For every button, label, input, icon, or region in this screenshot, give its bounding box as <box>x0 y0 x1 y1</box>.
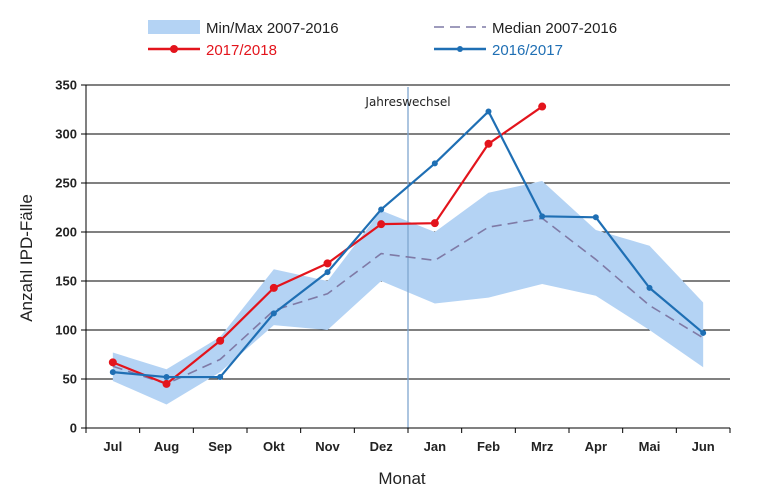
x-tick-label: Jan <box>424 439 446 454</box>
point-2017-2018 <box>377 220 386 229</box>
point-2017-2018 <box>269 283 278 292</box>
x-tick-label: Sep <box>208 439 232 454</box>
x-tick-label: Aug <box>154 439 179 454</box>
x-tick-label: Feb <box>477 439 500 454</box>
x-tick-labels: Jul Aug Sep Okt Nov Dez Jan Feb Mrz Apr Mai Jun <box>85 428 731 454</box>
y-tick-label: 100 <box>55 323 77 338</box>
y-tick-label: 250 <box>55 176 77 191</box>
series-line-median-2007-2016 <box>112 217 704 385</box>
point-2016-2017 <box>592 214 599 221</box>
legend-swatch-band <box>148 20 200 34</box>
y-tick-labels: 0 50 100 150 200 250 300 350 <box>55 78 86 436</box>
legend-label-2016-2017: 2016/2017 <box>492 42 563 59</box>
point-2016-2017 <box>700 329 707 336</box>
point-2016-2017 <box>646 284 653 291</box>
point-2016-2017 <box>485 108 492 115</box>
legend-marker-2016-2017 <box>457 46 463 52</box>
legend-label-2017-2018: 2017/2018 <box>206 42 277 59</box>
x-tick-label: Nov <box>315 439 340 454</box>
y-tick-label: 50 <box>63 372 77 387</box>
point-2016-2017 <box>217 374 224 381</box>
legend: Min/Max 2007-2016 Median 2007-2016 2017/… <box>148 20 617 59</box>
point-2016-2017 <box>324 269 331 276</box>
minmax-band-area <box>112 181 704 405</box>
x-tick-label: Dez <box>370 439 394 454</box>
legend-label-band: Min/Max 2007-2016 <box>206 20 339 37</box>
point-2017-2018 <box>162 379 171 388</box>
point-2017-2018 <box>430 219 439 228</box>
point-2017-2018 <box>216 336 225 345</box>
point-2017-2018 <box>323 259 332 268</box>
jahreswechsel-label: Jahreswechsel <box>364 95 450 109</box>
point-2016-2017 <box>109 369 116 376</box>
point-2017-2018 <box>538 102 547 111</box>
minmax-band <box>112 181 704 405</box>
legend-marker-2017-2018 <box>170 45 178 53</box>
x-tick-label: Mai <box>639 439 661 454</box>
point-2017-2018 <box>484 139 493 148</box>
legend-label-median: Median 2007-2016 <box>492 20 617 37</box>
point-2016-2017 <box>431 160 438 167</box>
point-2016-2017 <box>163 374 170 381</box>
y-axis-title: Anzahl IPD-Fälle <box>17 194 36 322</box>
point-2016-2017 <box>539 213 546 220</box>
series-line-2016-2017 <box>112 110 704 379</box>
point-2017-2018 <box>108 358 117 367</box>
point-2016-2017 <box>378 206 385 213</box>
x-tick-label: Mrz <box>531 439 554 454</box>
x-axis-title: Monat <box>378 469 426 488</box>
y-tick-label: 150 <box>55 274 77 289</box>
series-lines <box>108 102 707 388</box>
point-2016-2017 <box>270 310 277 317</box>
y-tick-label: 300 <box>55 127 77 142</box>
x-tick-label: Jun <box>692 439 715 454</box>
x-tick-label: Apr <box>585 439 607 454</box>
y-tick-label: 200 <box>55 225 77 240</box>
y-tick-label: 0 <box>70 421 77 436</box>
y-tick-label: 350 <box>55 78 77 93</box>
x-tick-label: Jul <box>103 439 122 454</box>
x-tick-label: Okt <box>263 439 285 454</box>
